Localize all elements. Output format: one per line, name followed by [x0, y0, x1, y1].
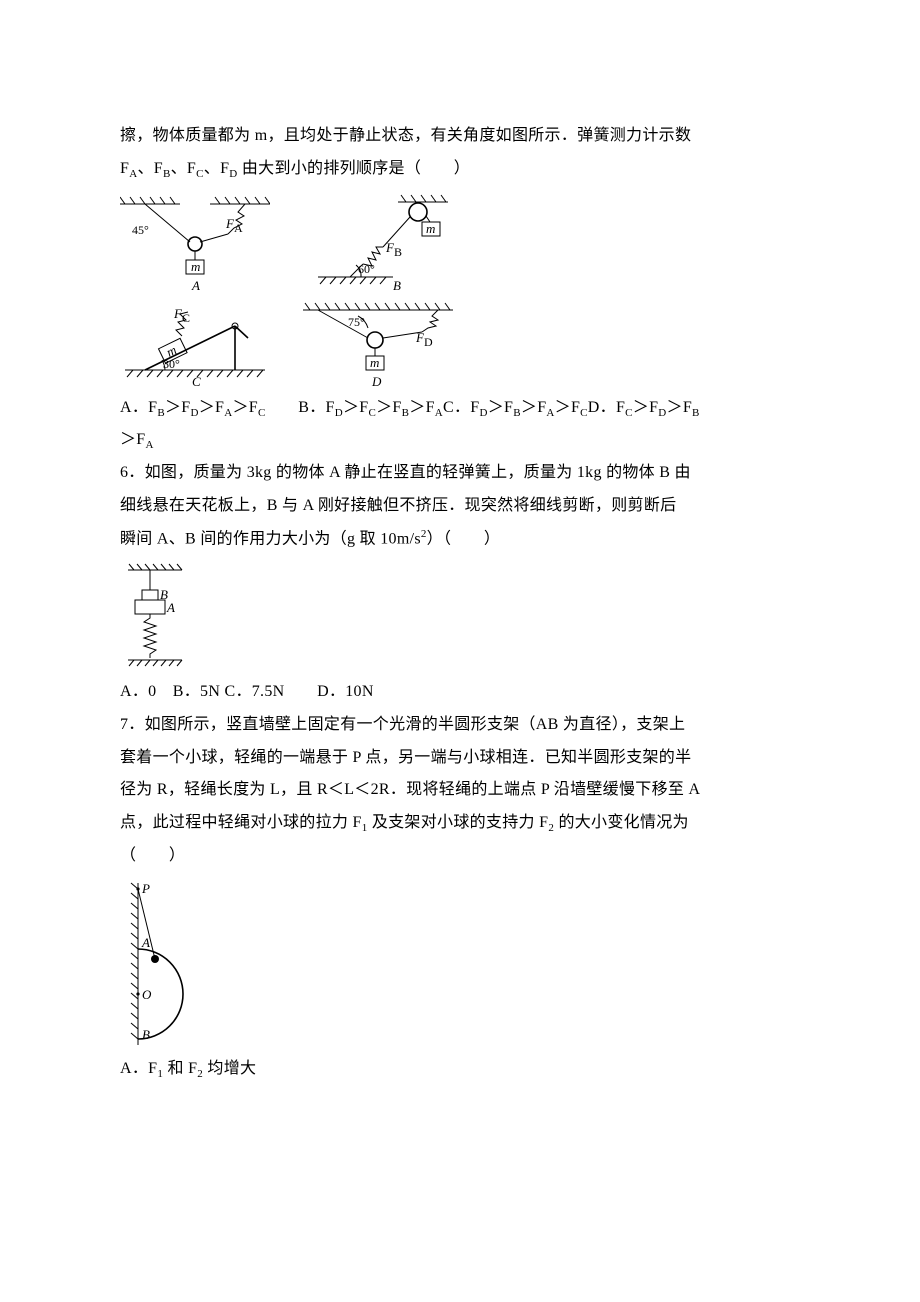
- txt: F: [187, 160, 196, 177]
- sub: B: [163, 168, 171, 180]
- svg-text:D: D: [371, 374, 382, 388]
- txt: 由大到小的排列顺序是（ ）: [242, 160, 470, 177]
- label-o: O: [142, 987, 152, 1002]
- q5-diagram-d: m 75° FD D: [298, 298, 458, 388]
- opt-a-label: A．: [120, 399, 148, 416]
- q5-order-line: FA、FB、FC、FD 由大到小的排列顺序是（ ）: [120, 153, 800, 186]
- q7-opt-a: A．F1 和 F2 均增大: [120, 1053, 800, 1086]
- opt-c-label: C．: [443, 399, 470, 416]
- q6-diagram: B A: [120, 562, 800, 672]
- txt: 和 F: [163, 1060, 197, 1077]
- svg-text:C: C: [192, 374, 201, 388]
- svg-text:30°: 30°: [163, 357, 180, 371]
- sub: D: [229, 168, 237, 180]
- label-a: A: [141, 935, 150, 950]
- q5-diagram-c: m FC 30° C: [120, 298, 270, 388]
- sep: 、: [204, 160, 220, 177]
- q6-options: A．0 B．5N C．7.5N D．10N: [120, 676, 800, 709]
- opt-b-label: B．: [298, 399, 325, 416]
- txt: 瞬间 A、B 间的作用力大小为（g 取 10m/s: [120, 530, 421, 547]
- svg-text:m: m: [426, 221, 435, 236]
- q7-line1: 7．如图所示，竖直墙壁上固定有一个光滑的半圆形支架（AB 为直径），支架上: [120, 709, 800, 742]
- q7-num: 7．: [120, 716, 145, 733]
- txt: F: [120, 160, 129, 177]
- txt: 均增大: [203, 1060, 256, 1077]
- q5-options-wrap: ＞FA: [120, 424, 800, 457]
- txt: F: [220, 160, 229, 177]
- svg-text:B: B: [394, 245, 402, 259]
- q7-line3: 径为 R，轻绳长度为 L，且 R＜L＜2R．现将轻绳的上端点 P 沿墙壁缓慢下移…: [120, 774, 800, 807]
- gap: [266, 399, 299, 416]
- label-a: A: [166, 600, 175, 615]
- q7-diagram: P A O B: [120, 879, 800, 1049]
- svg-text:B: B: [393, 278, 401, 292]
- svg-text:D: D: [424, 335, 433, 349]
- txt: 及支架对小球的支持力 F: [368, 814, 549, 831]
- txt: 如图，质量为 3kg 的物体 A 静止在竖直的轻弹簧上，质量为 1kg 的物体 …: [145, 464, 691, 481]
- svg-text:A: A: [234, 221, 243, 235]
- txt: 点，此过程中轻绳对小球的拉力 F: [120, 814, 362, 831]
- sub: C: [196, 168, 204, 180]
- q6-line2: 细线悬在天花板上，B 与 A 刚好接触但不挤压．现突然将细线剪断，则剪断后: [120, 490, 800, 523]
- q5-diagram-a: m 45° FA A: [120, 192, 270, 292]
- svg-text:75°: 75°: [348, 315, 365, 329]
- sep: 、: [137, 160, 153, 177]
- q7-blank: （ ）: [120, 840, 800, 873]
- q5-diagram-b: m 60° FB B: [298, 192, 448, 292]
- q6-line1: 6．如图，质量为 3kg 的物体 A 静止在竖直的轻弹簧上，质量为 1kg 的物…: [120, 457, 800, 490]
- svg-text:60°: 60°: [358, 262, 375, 276]
- q6-line3: 瞬间 A、B 间的作用力大小为（g 取 10m/s2）（ ）: [120, 523, 800, 556]
- q5-figure-grid: m 45° FA A m 60°: [120, 192, 800, 388]
- txt: 如图所示，竖直墙壁上固定有一个光滑的半圆形支架（AB 为直径），支架上: [145, 716, 686, 733]
- q5-options: A．FB＞FD＞FA＞FC B．FD＞FC＞FB＞FAC．FD＞FB＞FA＞FC…: [120, 392, 800, 425]
- mass-label: m: [191, 259, 200, 274]
- angle-label: 45°: [132, 223, 149, 237]
- svg-text:C: C: [182, 311, 190, 325]
- txt: A．F: [120, 1060, 157, 1077]
- txt: F: [154, 160, 163, 177]
- sep: 、: [171, 160, 187, 177]
- label-p: P: [141, 881, 150, 896]
- svg-text:m: m: [370, 355, 379, 370]
- q6-num: 6．: [120, 464, 145, 481]
- label-b: B: [142, 1027, 150, 1042]
- q7-line4: 点，此过程中轻绳对小球的拉力 F1 及支架对小球的支持力 F2 的大小变化情况为: [120, 807, 800, 840]
- q7-line2: 套着一个小球，轻绳的一端悬于 P 点，另一端与小球相连．已知半圆形支架的半: [120, 742, 800, 775]
- txt: 的大小变化情况为: [554, 814, 689, 831]
- q5-intro-line: 擦，物体质量都为 m，且均处于静止状态，有关角度如图所示．弹簧测力计示数: [120, 120, 800, 153]
- caption: A: [191, 278, 200, 292]
- opt-d-label: D．: [588, 399, 616, 416]
- txt: ）（ ）: [427, 530, 501, 547]
